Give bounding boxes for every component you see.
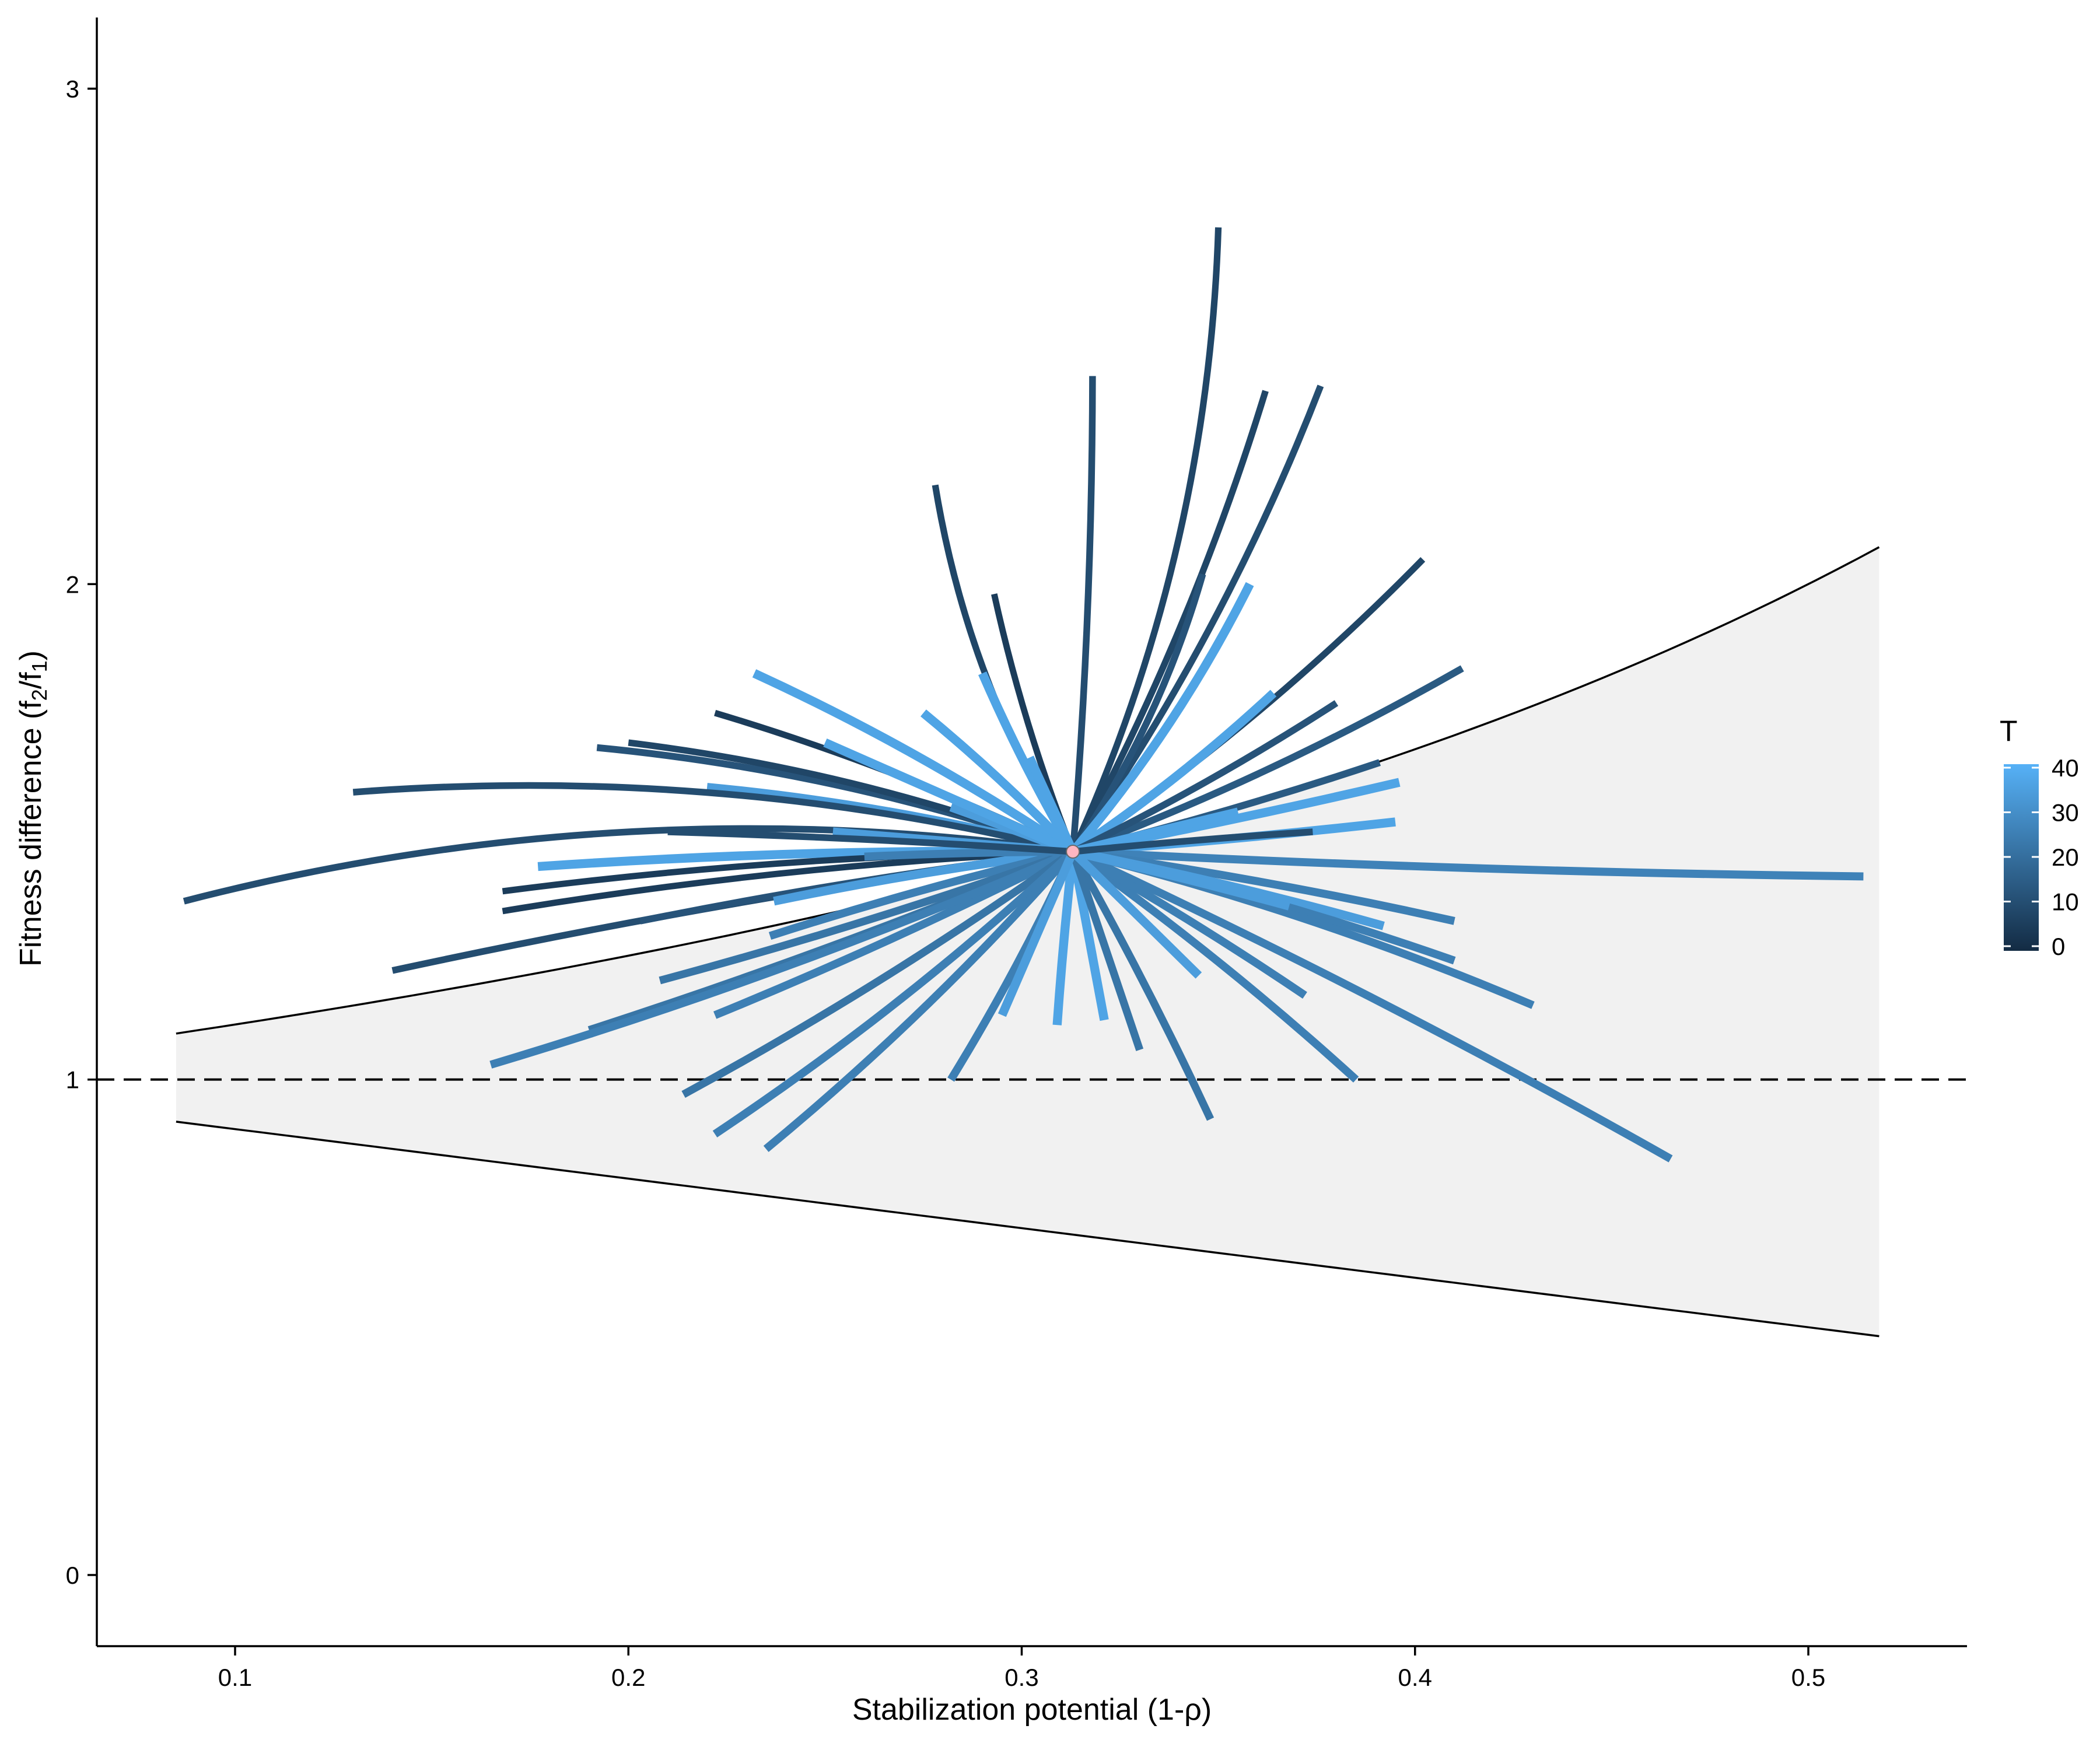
x-tick-label: 0.4 xyxy=(1398,1664,1432,1691)
series-line-10 xyxy=(1072,665,1464,855)
series-line-31 xyxy=(773,847,1074,906)
series-line-60 xyxy=(667,828,1073,855)
legend-title: T xyxy=(2000,715,2018,747)
legend-ticks: 0 10 20 30 40 xyxy=(2004,754,2079,960)
series-line-25 xyxy=(1072,848,1864,881)
series-line-40 xyxy=(489,848,1074,1069)
y-tick-label: 1 xyxy=(66,1066,79,1094)
x-axis: 0.1 0.2 0.3 0.4 0.5 Stabilization potential … xyxy=(97,1645,1967,1727)
series-layer xyxy=(183,227,1864,1163)
series-line-52 xyxy=(1070,848,1307,999)
series-line-54 xyxy=(1069,848,1202,979)
y-tick-label: 2 xyxy=(66,570,79,598)
series-line-45 xyxy=(763,849,1076,1152)
x-tick-label: 0.2 xyxy=(611,1664,645,1691)
series-line-32 xyxy=(768,848,1074,940)
series-line-58 xyxy=(823,738,1075,856)
y-axis-title: Fitness difference (f2/f1) xyxy=(14,650,51,967)
series-line-62 xyxy=(1072,828,1313,855)
series-line-1 xyxy=(1070,227,1222,853)
x-tick-label: 0.5 xyxy=(1791,1664,1825,1691)
series-line-3 xyxy=(1070,390,1269,853)
series-line-2 xyxy=(1069,376,1096,852)
legend-tick-label: 0 xyxy=(2052,933,2065,960)
coexistence-lower-bound-curve xyxy=(176,1121,1880,1338)
series-line-15 xyxy=(921,709,1076,855)
legend-tick-label: 40 xyxy=(2052,754,2079,782)
series-line-42 xyxy=(681,848,1076,1098)
y-ticks: 0 1 2 3 xyxy=(66,75,97,1589)
legend-tick-label: 30 xyxy=(2052,799,2079,827)
y-tick-label: 3 xyxy=(66,75,79,103)
series-line-16 xyxy=(1071,700,1339,855)
series-line-46 xyxy=(1071,848,1673,1163)
plot-area xyxy=(97,227,1967,1338)
series-line-9 xyxy=(1069,582,1254,855)
y-tick-label: 0 xyxy=(66,1562,79,1589)
series-line-47 xyxy=(1069,849,1214,1121)
x-tick-label: 0.1 xyxy=(218,1664,252,1691)
y-axis: 0 1 2 3 Fitness difference (f2/f1) xyxy=(14,18,98,1646)
series-line-48 xyxy=(1052,851,1077,1026)
series-line-13 xyxy=(1070,690,1277,856)
center-point xyxy=(1066,844,1080,859)
legend-tick-label: 10 xyxy=(2052,888,2079,916)
series-line-44 xyxy=(712,848,1076,1138)
legend: T 0 10 20 30 40 xyxy=(2000,715,2079,960)
x-ticks: 0.1 0.2 0.3 0.4 0.5 xyxy=(218,1646,1825,1691)
legend-tick-label: 20 xyxy=(2052,844,2079,871)
series-line-51 xyxy=(998,849,1077,1017)
x-tick-label: 0.3 xyxy=(1005,1664,1038,1691)
series-line-50 xyxy=(1069,850,1144,1051)
series-line-59 xyxy=(1026,755,1077,854)
series-line-41 xyxy=(1070,848,1359,1083)
series-line-8 xyxy=(1070,573,1206,854)
series-line-53 xyxy=(1072,847,1290,911)
series-line-22 xyxy=(352,782,1074,855)
x-axis-title: Stabilization potential (1-ρ) xyxy=(852,1693,1212,1727)
series-line-11 xyxy=(752,669,1076,856)
